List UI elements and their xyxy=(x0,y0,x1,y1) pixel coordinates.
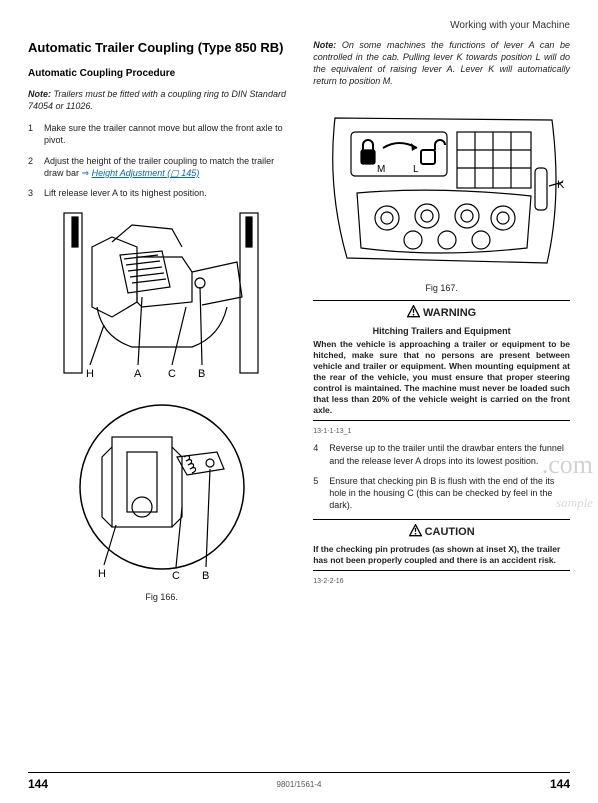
label-H: H xyxy=(86,368,94,380)
note-text: Trailers must be fitted with a coupling … xyxy=(28,89,286,111)
note-label: Note: xyxy=(313,40,336,50)
label-H2: H xyxy=(98,568,106,580)
figure-167: M L xyxy=(313,98,570,278)
figure-166: H A C B xyxy=(28,207,295,587)
warning-box: WARNING Hitching Trailers and Equipment … xyxy=(313,300,570,421)
right-column: Note: On some machines the functions of … xyxy=(313,39,570,609)
doc-number: 9801/1561-4 xyxy=(277,780,322,789)
step-number: 5 xyxy=(313,475,329,511)
height-adjustment-link[interactable]: Height Adjustment (▢ 145) xyxy=(92,168,200,178)
step-text: Reverse up to the trailer until the draw… xyxy=(329,442,570,466)
step-text: Lift release lever A to its highest posi… xyxy=(44,187,295,199)
step-number: 2 xyxy=(28,155,44,179)
label-L: L xyxy=(413,164,419,175)
page-title: Automatic Trailer Coupling (Type 850 RB) xyxy=(28,39,295,57)
fig166-caption: Fig 166. xyxy=(28,591,295,603)
step-5: 5 Ensure that checking pin B is flush wi… xyxy=(313,475,570,511)
warning-triangle-icon xyxy=(407,305,420,318)
label-A: A xyxy=(134,368,142,380)
step-text: Ensure that checking pin B is flush with… xyxy=(329,475,570,511)
step-number: 1 xyxy=(28,122,44,146)
label-C2: C xyxy=(172,570,180,582)
caution-body: If the checking pin protrudes (as shown … xyxy=(313,544,570,566)
left-column: Automatic Trailer Coupling (Type 850 RB)… xyxy=(28,39,295,609)
page-footer: 144 9801/1561-4 144 xyxy=(28,772,570,791)
label-B: B xyxy=(198,368,205,380)
label-K: K xyxy=(557,179,565,191)
caution-box: CAUTION If the checking pin protrudes (a… xyxy=(313,519,570,571)
right-note: Note: On some machines the functions of … xyxy=(313,39,570,88)
caution-ref: 13-2-2-16 xyxy=(313,577,570,586)
note-label: Note: xyxy=(28,89,51,99)
step-number: 3 xyxy=(28,187,44,199)
page-number-right: 144 xyxy=(550,777,570,791)
step-text: Make sure the trailer cannot move but al… xyxy=(44,122,295,146)
step-4: 4 Reverse up to the trailer until the dr… xyxy=(313,442,570,466)
step-3: 3 Lift release lever A to its highest po… xyxy=(28,187,295,199)
label-B2: B xyxy=(202,570,209,582)
step-2: 2 Adjust the height of the trailer coupl… xyxy=(28,155,295,179)
caution-head: CAUTION xyxy=(313,524,570,540)
warning-title: Hitching Trailers and Equipment xyxy=(313,325,570,337)
label-M: M xyxy=(377,164,385,175)
page-number-left: 144 xyxy=(28,777,48,791)
warning-body: When the vehicle is approaching a traile… xyxy=(313,339,570,416)
step-number: 4 xyxy=(313,442,329,466)
link-arrow-icon: ⇒ xyxy=(82,168,90,178)
fig167-caption: Fig 167. xyxy=(313,282,570,294)
warning-head: WARNING xyxy=(313,305,570,321)
step-1: 1 Make sure the trailer cannot move but … xyxy=(28,122,295,146)
step-text: Adjust the height of the trailer couplin… xyxy=(44,155,295,179)
left-note: Note: Trailers must be fitted with a cou… xyxy=(28,88,295,112)
section-header: Working with your Machine xyxy=(28,20,570,31)
warning-ref: 13-1-1-13_1 xyxy=(313,427,570,436)
procedure-subtitle: Automatic Coupling Procedure xyxy=(28,67,295,81)
caution-triangle-icon xyxy=(409,524,422,537)
label-C: C xyxy=(168,368,176,380)
note-text: On some machines the functions of lever … xyxy=(313,40,570,86)
